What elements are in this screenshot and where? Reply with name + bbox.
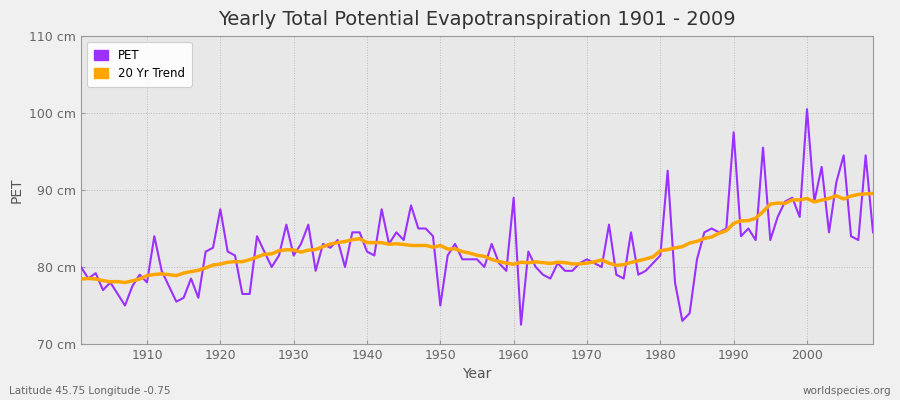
PET — [508, 195, 519, 200]
Line: PET: PET — [81, 109, 873, 325]
20 Yr Trend — [346, 237, 357, 242]
PET — [339, 265, 350, 270]
20 Yr Trend — [604, 261, 615, 266]
Legend: PET, 20 Yr Trend: PET, 20 Yr Trend — [87, 42, 192, 87]
20 Yr Trend — [868, 191, 878, 196]
PET — [295, 242, 306, 246]
Y-axis label: PET: PET — [10, 177, 23, 203]
PET — [802, 107, 813, 112]
Text: Latitude 45.75 Longitude -0.75: Latitude 45.75 Longitude -0.75 — [9, 386, 170, 396]
Text: worldspecies.org: worldspecies.org — [803, 386, 891, 396]
PET — [501, 268, 512, 273]
PET — [134, 272, 145, 277]
X-axis label: Year: Year — [463, 368, 491, 382]
PET — [516, 322, 526, 327]
PET — [76, 265, 86, 270]
PET — [604, 222, 615, 227]
Line: 20 Yr Trend: 20 Yr Trend — [81, 194, 873, 282]
20 Yr Trend — [508, 262, 519, 267]
20 Yr Trend — [120, 280, 130, 285]
20 Yr Trend — [516, 260, 526, 265]
20 Yr Trend — [141, 273, 152, 278]
20 Yr Trend — [76, 277, 86, 282]
PET — [868, 230, 878, 235]
Title: Yearly Total Potential Evapotranspiration 1901 - 2009: Yearly Total Potential Evapotranspiratio… — [218, 10, 736, 29]
20 Yr Trend — [303, 248, 314, 252]
